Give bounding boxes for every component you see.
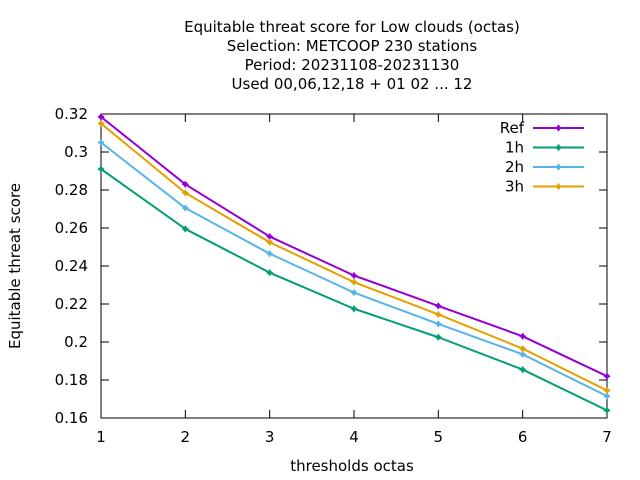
y-tick-label: 0.18 xyxy=(55,371,88,389)
axis-tick-labels: 1 2 3 4 5 6 7 0.16 0.18 0.2 0.22 0.24 0.26 0.28 0.3 0.3… xyxy=(55,105,612,446)
chart-title: Equitable threat score for Low clouds (o… xyxy=(184,18,520,93)
data-point-3h xyxy=(183,190,188,196)
data-point-3h xyxy=(520,346,525,351)
title-line-2: Selection: METCOOP 230 stations xyxy=(227,37,478,55)
data-point-ref xyxy=(436,303,441,309)
data-point-ref xyxy=(98,114,104,120)
data-point-1h xyxy=(604,408,610,413)
plot-area-border xyxy=(100,113,608,419)
x-tick-label: 4 xyxy=(349,428,359,446)
data-point-3h xyxy=(98,121,104,126)
axis-ticks xyxy=(100,113,608,419)
x-tick-label: 6 xyxy=(518,428,528,446)
legend-marker-3h xyxy=(556,184,561,189)
series-3h xyxy=(97,120,611,394)
legend-marker-2h xyxy=(556,164,561,170)
series-line-2h xyxy=(100,141,608,398)
y-axis-label: Equitable threat score xyxy=(6,183,24,349)
legend-marker-1h xyxy=(556,145,561,150)
legend-entry-ref: Ref xyxy=(500,119,584,137)
title-line-1: Equitable threat score for Low clouds (o… xyxy=(184,18,520,36)
legend-marker-ref xyxy=(556,125,561,131)
legend-entry-2h: 2h xyxy=(505,158,584,176)
data-point-2h xyxy=(436,321,441,327)
data-point-1h xyxy=(267,270,272,275)
data-point-2h xyxy=(267,251,272,256)
x-tick-label: 3 xyxy=(265,428,275,446)
x-tick-label: 5 xyxy=(434,428,444,446)
data-point-ref xyxy=(267,234,272,239)
data-point-2h xyxy=(183,205,188,211)
y-tick-label: 0.2 xyxy=(64,333,88,351)
legend-entry-3h: 3h xyxy=(505,178,584,196)
data-point-3h xyxy=(267,239,272,245)
data-point-1h xyxy=(183,226,188,232)
y-tick-label: 0.32 xyxy=(55,105,88,123)
data-point-3h xyxy=(436,312,441,317)
y-tick-label: 0.22 xyxy=(55,295,88,313)
series-line-ref xyxy=(100,116,608,378)
x-tick-label: 7 xyxy=(602,428,612,446)
data-point-1h xyxy=(351,306,357,312)
x-tick-label: 2 xyxy=(181,428,191,446)
legend-label: Ref xyxy=(500,119,525,137)
legend-label: 3h xyxy=(505,178,524,196)
data-point-1h xyxy=(98,166,104,172)
data-point-2h xyxy=(98,140,104,145)
data-point-ref xyxy=(183,182,188,187)
series-layer xyxy=(97,113,611,414)
y-tick-label: 0.28 xyxy=(55,181,88,199)
data-point-2h xyxy=(604,393,610,399)
y-tick-label: 0.24 xyxy=(55,257,88,275)
data-point-2h xyxy=(520,352,525,357)
data-point-ref xyxy=(520,334,525,339)
legend-label: 1h xyxy=(505,139,524,157)
title-line-4: Used 00,06,12,18 + 01 02 ... 12 xyxy=(232,75,473,93)
data-point-1h xyxy=(436,334,441,340)
title-line-3: Period: 20231108-20231130 xyxy=(245,56,460,74)
legend-label: 2h xyxy=(505,158,524,176)
x-axis-label: thresholds octas xyxy=(290,457,414,475)
series-ref xyxy=(97,113,611,380)
data-point-1h xyxy=(520,367,525,372)
data-point-ref xyxy=(351,273,357,278)
series-line-3h xyxy=(100,122,608,392)
x-tick-label: 1 xyxy=(96,428,106,446)
y-tick-label: 0.3 xyxy=(64,143,88,161)
data-point-ref xyxy=(604,373,610,379)
series-1h xyxy=(97,165,611,414)
y-tick-label: 0.16 xyxy=(55,409,88,427)
series-2h xyxy=(97,139,611,400)
data-point-2h xyxy=(351,290,357,295)
legend-entry-1h: 1h xyxy=(505,139,584,157)
data-point-3h xyxy=(604,388,610,393)
y-tick-label: 0.26 xyxy=(55,219,88,237)
data-point-3h xyxy=(351,279,357,285)
